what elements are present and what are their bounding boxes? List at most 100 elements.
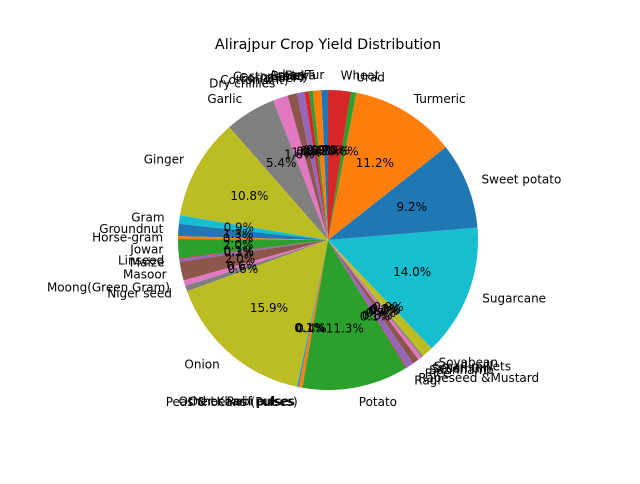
pie-slice: [177, 239, 328, 259]
slice-category-label: Other Rabi pulses: [189, 395, 296, 409]
slice-percent-label: 0.5%: [300, 144, 331, 158]
slice-percent-label: 0.6%: [328, 144, 359, 158]
pie-slice: [297, 240, 328, 388]
pie-slice: [328, 90, 351, 240]
slice-percent-label: 9.2%: [396, 200, 427, 214]
pie-slice: [328, 227, 479, 349]
slice-category-label: Horse-gram: [92, 230, 163, 244]
pie-slice: [179, 240, 328, 262]
slice-percent-label: 0.7%: [311, 143, 342, 157]
pie-slice: [183, 240, 328, 286]
slice-category-label: Linseed: [118, 253, 164, 267]
slice-category-label: Small millets: [434, 360, 511, 374]
slice-category-label: Sesamum: [432, 361, 492, 375]
pie-slice: [328, 240, 424, 358]
slice-category-label: Other Kharif pulses: [179, 394, 294, 408]
pie-slice: [304, 91, 328, 241]
slice-percent-label: 0.1%: [294, 321, 325, 335]
slice-category-label: Arhar/Tur: [269, 68, 324, 82]
slice-category-label: Cotton(lint): [220, 73, 288, 87]
slice-category-label: Wheat: [341, 68, 380, 82]
slice-percent-label: 11.2%: [356, 156, 394, 170]
pie-slice: [296, 240, 328, 387]
slice-category-label: Barley: [271, 69, 309, 83]
pie-slice: [328, 240, 422, 360]
pie-slice: [178, 223, 328, 240]
pie-slice: [312, 90, 328, 241]
slice-category-label: Niger seed: [107, 287, 172, 301]
slice-category-label: Coriander: [239, 71, 298, 85]
pie-slice: [229, 100, 328, 240]
slice-percent-label: 1.6%: [284, 148, 315, 162]
slice-category-label: Potato: [359, 395, 397, 409]
pie-slice: [179, 240, 328, 260]
slice-percent-label: 0.3%: [370, 302, 401, 316]
slice-category-label: Moong(Green Gram): [47, 281, 170, 295]
pie-slice: [187, 240, 328, 387]
pie-slice: [328, 147, 478, 240]
slice-percent-label: 0.8%: [362, 308, 393, 322]
slice-percent-label: 2.0%: [225, 252, 256, 266]
pie-slice: [296, 91, 328, 240]
pie-slice: [308, 90, 328, 240]
slice-category-label: Turmeric: [413, 92, 466, 106]
pie-slice: [302, 240, 407, 390]
slice-percent-label: 10.8%: [230, 189, 268, 203]
slice-percent-label: 0.4%: [296, 321, 327, 335]
slice-percent-label: 14.0%: [393, 265, 431, 279]
slices-layer: [177, 90, 479, 390]
slice-category-label: Maize: [130, 255, 165, 269]
slice-category-label: Rice: [425, 367, 451, 381]
pie-slice: [287, 93, 328, 240]
slice-percent-label: 0.1%: [295, 321, 326, 335]
pie-slice: [298, 240, 328, 388]
slice-percent-label: 0.2%: [369, 303, 400, 317]
slice-category-label: Ginger: [144, 153, 184, 167]
pie-slice: [328, 92, 446, 240]
slice-percent-label: 1.3%: [223, 227, 254, 241]
slice-percent-label: 1.0%: [291, 146, 322, 160]
slice-percent-label: 0.3%: [224, 245, 255, 259]
pie-slice: [328, 240, 414, 368]
slice-category-label: Sweet potato: [482, 173, 562, 187]
slice-percent-label: 0.4%: [368, 304, 399, 318]
slice-category-label: Masoor: [123, 267, 167, 281]
pie-slice: [328, 91, 357, 241]
slice-category-label: Dry chillies: [209, 77, 275, 91]
slice-percent-label: 11.3%: [326, 321, 364, 335]
slice-percent-label: 2.0%: [223, 238, 254, 252]
slice-category-label: Garlic: [207, 92, 242, 106]
pie-slice: [179, 240, 328, 281]
slice-percent-label: 0.8%: [296, 145, 327, 159]
slice-category-label: Bajra: [285, 68, 316, 82]
slice-category-label: Ragi: [414, 374, 440, 388]
slice-percent-label: 0.3%: [223, 232, 254, 246]
slice-percent-label: 15.9%: [250, 301, 288, 315]
pie-slice: [185, 240, 328, 292]
pie-slice: [328, 240, 432, 355]
slice-percent-label: 0.6%: [227, 259, 258, 273]
slice-percent-label: 0.1%: [360, 310, 391, 324]
pie-slice: [180, 127, 328, 240]
slice-category-label: Gram: [131, 211, 164, 225]
chart-title: Alirajpur Crop Yield Distribution: [215, 37, 441, 53]
slice-category-label: Soyabean: [439, 355, 498, 369]
slice-category-label: Rapeseed &Mustard: [418, 371, 539, 385]
slice-category-label: Sannhamp: [429, 363, 493, 377]
slice-percent-label: 0.9%: [373, 300, 404, 314]
slice-category-label: Peas & beans (Pulses): [166, 395, 298, 409]
slice-category-label: Sugarcane: [482, 292, 546, 306]
slice-category-label: Urad: [356, 70, 385, 84]
slice-category-label: Jowar: [129, 242, 163, 256]
pie-slice: [328, 240, 426, 356]
slice-percent-label: 2.4%: [320, 143, 351, 157]
slice-percent-label: 0.9%: [224, 221, 255, 235]
pie-slice: [273, 95, 328, 240]
slice-category-label: Castor seed: [233, 70, 304, 84]
slice-category-label: Onion: [184, 358, 219, 372]
slice-percent-label: 0.1%: [223, 244, 254, 258]
pie-slice: [321, 90, 328, 240]
